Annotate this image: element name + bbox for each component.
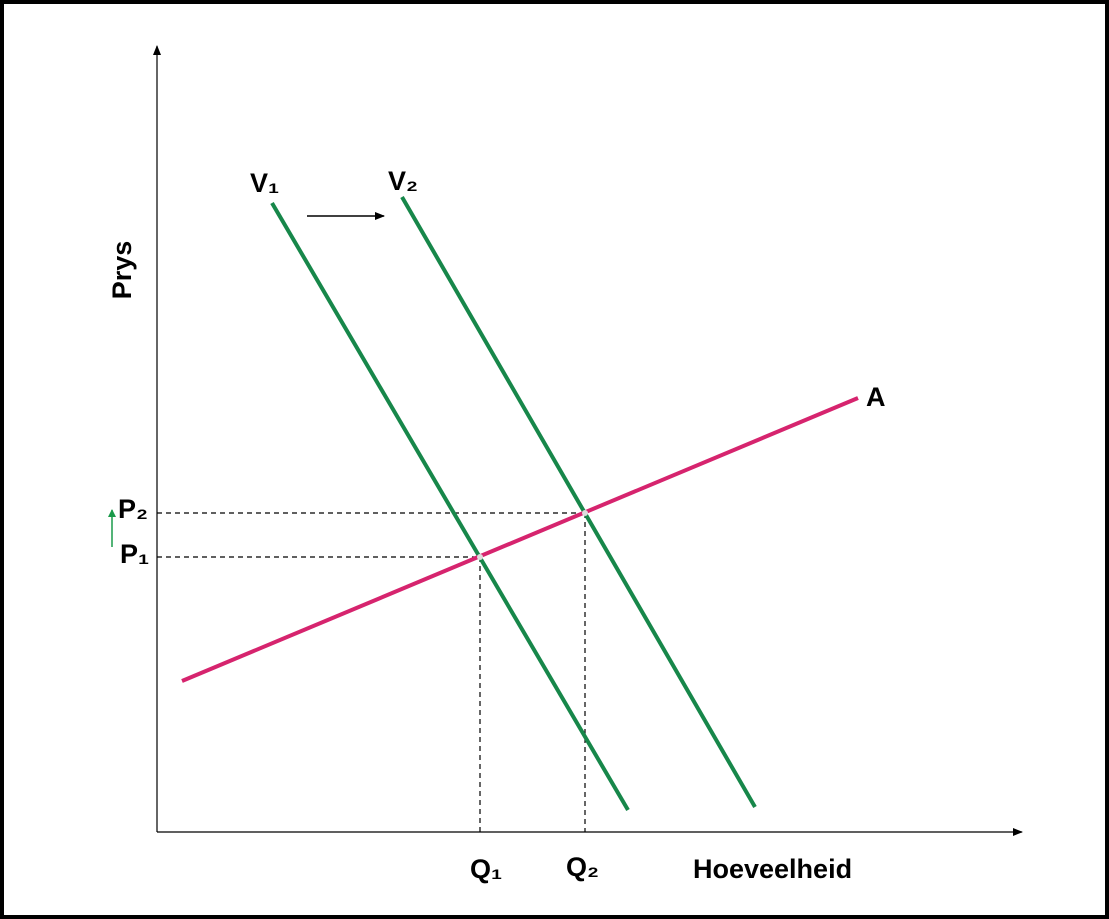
guides bbox=[157, 512, 586, 832]
supply-curve bbox=[181, 396, 859, 683]
demand-curve-2 bbox=[400, 195, 757, 809]
equilibrium-2 bbox=[582, 510, 588, 516]
x-axis-label: Hoeveelheid bbox=[693, 854, 852, 884]
p1-label: P₁ bbox=[120, 539, 149, 569]
demand-curve-1 bbox=[270, 201, 630, 812]
q2-label: Q₂ bbox=[566, 852, 599, 882]
supply-label: A bbox=[866, 382, 886, 412]
equilibrium-1 bbox=[477, 554, 483, 560]
demand-1-label: V₁ bbox=[250, 168, 279, 198]
y-axis-label: Prys bbox=[107, 241, 137, 300]
p2-label: P₂ bbox=[118, 494, 148, 524]
demand-2-label: V₂ bbox=[388, 166, 418, 196]
q1-label: Q₁ bbox=[470, 854, 502, 884]
